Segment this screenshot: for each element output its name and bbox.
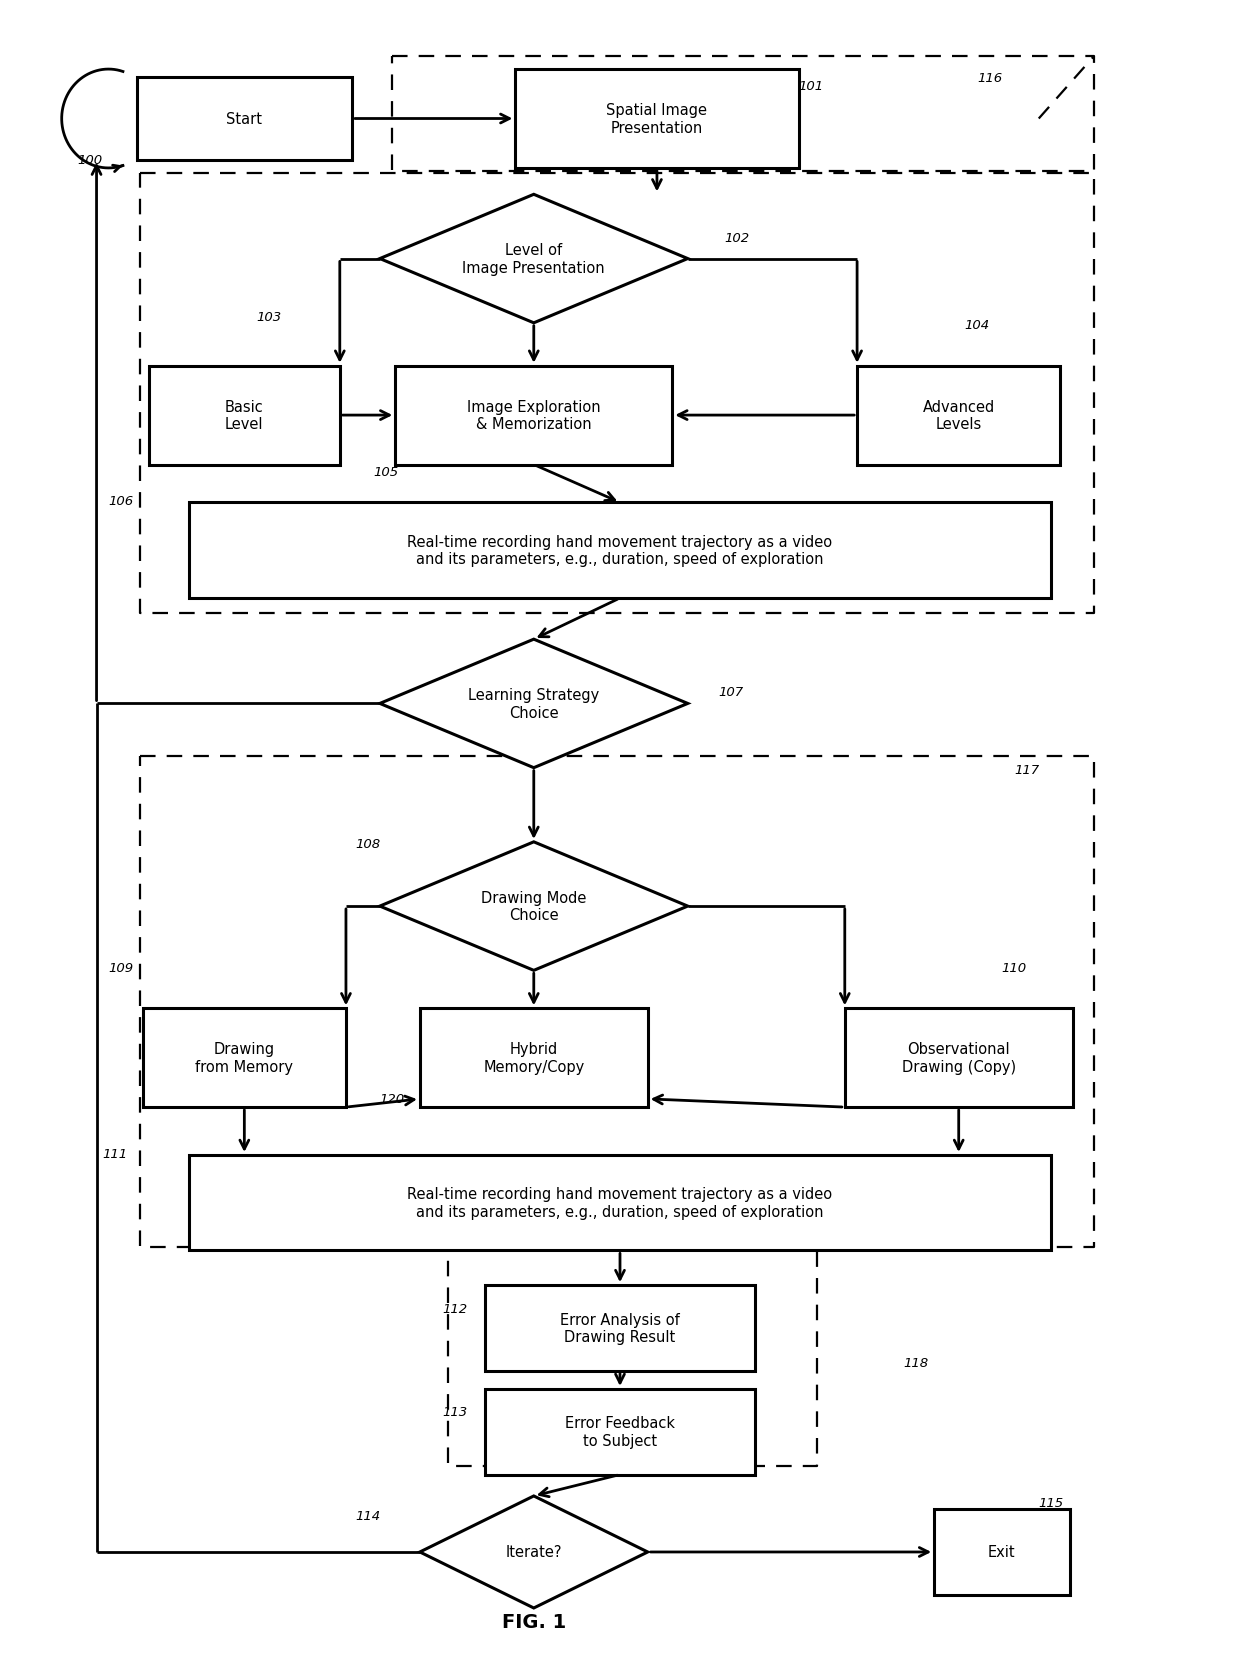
Text: 113: 113	[443, 1405, 467, 1418]
FancyBboxPatch shape	[188, 1155, 1052, 1251]
Text: 118: 118	[903, 1355, 929, 1369]
Text: Real-time recording hand movement trajectory as a video
and its parameters, e.g.: Real-time recording hand movement trajec…	[408, 535, 832, 568]
FancyBboxPatch shape	[420, 1008, 647, 1107]
Text: 103: 103	[257, 311, 281, 323]
Text: 114: 114	[355, 1509, 381, 1523]
Text: Advanced
Levels: Advanced Levels	[923, 399, 994, 432]
Text: Spatial Image
Presentation: Spatial Image Presentation	[606, 103, 708, 136]
Text: FIG. 1: FIG. 1	[502, 1612, 565, 1630]
Polygon shape	[379, 842, 688, 971]
Text: Learning Strategy
Choice: Learning Strategy Choice	[469, 688, 599, 720]
Text: 101: 101	[799, 79, 823, 93]
Text: Drawing
from Memory: Drawing from Memory	[196, 1043, 294, 1074]
Text: Iterate?: Iterate?	[506, 1544, 562, 1559]
Text: 111: 111	[103, 1147, 128, 1160]
Text: 107: 107	[718, 685, 744, 698]
FancyBboxPatch shape	[136, 78, 352, 161]
Text: Drawing Mode
Choice: Drawing Mode Choice	[481, 890, 587, 923]
Text: 109: 109	[109, 962, 134, 973]
Polygon shape	[420, 1496, 647, 1609]
Text: 108: 108	[355, 837, 381, 851]
FancyBboxPatch shape	[143, 1008, 346, 1107]
Text: 112: 112	[443, 1302, 467, 1314]
Text: 104: 104	[965, 319, 990, 331]
FancyBboxPatch shape	[934, 1509, 1070, 1595]
Text: 116: 116	[977, 71, 1002, 84]
FancyBboxPatch shape	[396, 366, 672, 465]
FancyBboxPatch shape	[857, 366, 1060, 465]
Text: Level of
Image Presentation: Level of Image Presentation	[463, 243, 605, 276]
Text: Hybrid
Memory/Copy: Hybrid Memory/Copy	[484, 1043, 584, 1074]
Text: Exit: Exit	[988, 1544, 1016, 1559]
Text: 117: 117	[1014, 763, 1039, 776]
Text: 102: 102	[724, 232, 749, 245]
FancyBboxPatch shape	[844, 1008, 1073, 1107]
FancyBboxPatch shape	[188, 503, 1052, 599]
Text: Image Exploration
& Memorization: Image Exploration & Memorization	[467, 399, 600, 432]
FancyBboxPatch shape	[485, 1286, 755, 1370]
Text: 115: 115	[1039, 1496, 1064, 1509]
Text: Error Feedback
to Subject: Error Feedback to Subject	[565, 1415, 675, 1448]
Text: Error Analysis of
Drawing Result: Error Analysis of Drawing Result	[560, 1312, 680, 1344]
FancyBboxPatch shape	[516, 70, 799, 169]
Text: 120: 120	[379, 1092, 404, 1106]
FancyBboxPatch shape	[149, 366, 340, 465]
Text: 110: 110	[1002, 962, 1027, 973]
Text: Real-time recording hand movement trajectory as a video
and its parameters, e.g.: Real-time recording hand movement trajec…	[408, 1187, 832, 1220]
Text: Start: Start	[227, 113, 263, 127]
Text: Basic
Level: Basic Level	[224, 399, 264, 432]
FancyBboxPatch shape	[485, 1389, 755, 1475]
Text: 105: 105	[373, 465, 398, 478]
Text: Observational
Drawing (Copy): Observational Drawing (Copy)	[901, 1043, 1016, 1074]
Polygon shape	[379, 195, 688, 324]
Polygon shape	[379, 640, 688, 768]
Text: 100: 100	[78, 154, 103, 167]
Text: 106: 106	[109, 495, 134, 508]
